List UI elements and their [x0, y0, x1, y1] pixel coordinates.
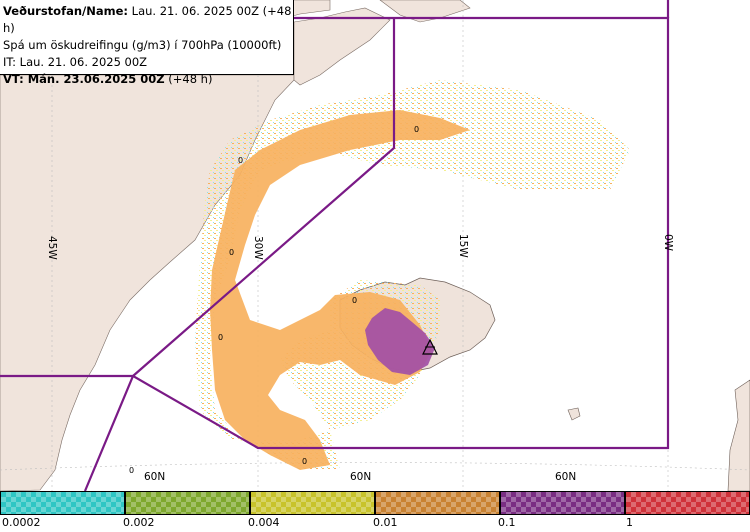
norway-coast [727, 379, 750, 491]
legend-swatch [250, 491, 375, 515]
contour-label: 0 [238, 156, 244, 165]
lead-time: (+48 h) [164, 72, 213, 86]
issuer-label: Veðurstofan/Name: [3, 4, 128, 18]
header-line-2: Spá um öskudreifingu (g/m3) í 700hPa (10… [3, 38, 282, 52]
ash-plume-orange [210, 110, 470, 470]
valid-time: VT: Mán. 23.06.2025 00Z [3, 72, 165, 86]
lon-label-45w: 45W [46, 236, 58, 260]
header-line-4: VT: Mán. 23.06.2025 00Z (+48 h) [3, 71, 293, 88]
header-line-3: IT: Lau. 21. 06. 2025 00Z [3, 55, 148, 69]
legend-swatch [0, 491, 125, 515]
lat-label-60n-3: 60N [555, 471, 577, 483]
legend-tick-label: 0.004 [248, 516, 280, 529]
lon-label-30w: 30W [252, 236, 264, 260]
contour-label: 0 [129, 466, 135, 475]
contour-label: 0 [302, 457, 308, 466]
fir-boundary [0, 0, 670, 491]
greenland-east-coast [293, 7, 391, 86]
issue-time: Lau. 21. 06. 2025 00Z (+48 h) [3, 4, 292, 35]
contour-label: 0 [414, 125, 420, 134]
legend-tick-label: 0.01 [373, 516, 398, 529]
volcano-marker-icon [422, 338, 438, 355]
lon-label-0w: 0W [662, 234, 674, 252]
ash-plume-purple [365, 308, 435, 375]
lon-label-15w: 15W [457, 234, 469, 258]
contour-label: 0 [229, 248, 235, 257]
legend-tick-label: 0.0002 [2, 516, 41, 529]
ash-speckle-halo [195, 80, 630, 470]
forecast-info-box: Veðurstofan/Name: Lau. 21. 06. 2025 00Z … [0, 0, 294, 86]
legend-swatch [500, 491, 625, 515]
faroe-islands [567, 407, 581, 421]
contour-label: 0 [218, 333, 224, 342]
lat-label-60n-2: 60N [350, 471, 372, 483]
legend-tick-label: 0.002 [123, 516, 155, 529]
legend-swatch [375, 491, 500, 515]
legend-tick-label: 0.1 [498, 516, 516, 529]
legend-tick-label: 1 [626, 516, 633, 529]
legend-swatch [125, 491, 250, 515]
lat-label-60n-1: 60N [144, 471, 166, 483]
legend-swatch [625, 491, 750, 515]
concentration-legend: 0.0002 0.002 0.004 0.01 0.1 1 [0, 491, 750, 532]
ash-forecast-map [0, 0, 750, 491]
contour-label: 0 [352, 296, 358, 305]
header-line-1: Veðurstofan/Name: Lau. 21. 06. 2025 00Z … [3, 3, 293, 37]
